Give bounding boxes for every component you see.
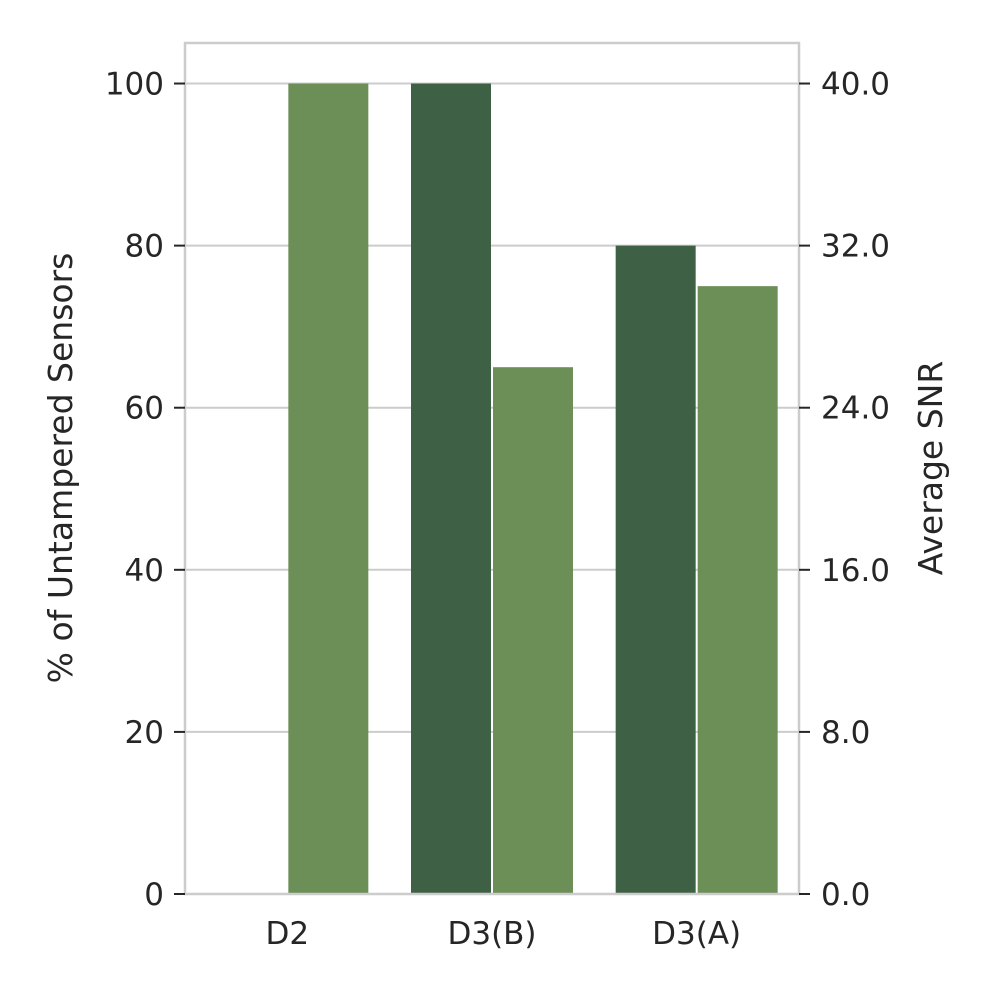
bar-snr-1 [493, 367, 573, 894]
plot-frame [183, 41, 801, 896]
left-tick-label: 40 [125, 553, 164, 589]
x-tick-label: D2 [266, 916, 310, 952]
left-tick-label: 0 [144, 877, 164, 913]
right-tick-label: 40.0 [821, 67, 890, 103]
left-tick-label: 80 [125, 229, 164, 265]
bar-layer [288, 83, 778, 895]
bar-snr-0 [288, 83, 369, 895]
right-tick-label: 0.0 [821, 877, 870, 913]
x-tick-label: D3(B) [447, 916, 536, 952]
bar-untampered-2 [615, 245, 696, 895]
left-y-axis-title: % of Untampered Sensors [41, 253, 80, 684]
right-tick-label: 32.0 [821, 229, 890, 265]
right-y-axis-title: Average SNR [911, 361, 950, 576]
right-tick-label: 8.0 [821, 715, 870, 751]
right-tick-label: 16.0 [821, 553, 890, 589]
left-tick-label: 20 [125, 715, 164, 751]
bar-untampered-1 [411, 83, 491, 895]
right-tick-label: 24.0 [821, 391, 890, 427]
x-tick-label: D3(A) [652, 916, 741, 952]
left-y-axis: 0 20 40 60 80 100 [105, 67, 185, 913]
right-y-axis: 0.0 8.0 16.0 24.0 32.0 40.0 [799, 67, 890, 913]
x-axis: D2 D3(B) D3(A) [266, 916, 742, 952]
left-tick-label: 100 [105, 67, 164, 103]
bar-snr-2 [697, 286, 778, 895]
left-tick-label: 60 [125, 391, 164, 427]
